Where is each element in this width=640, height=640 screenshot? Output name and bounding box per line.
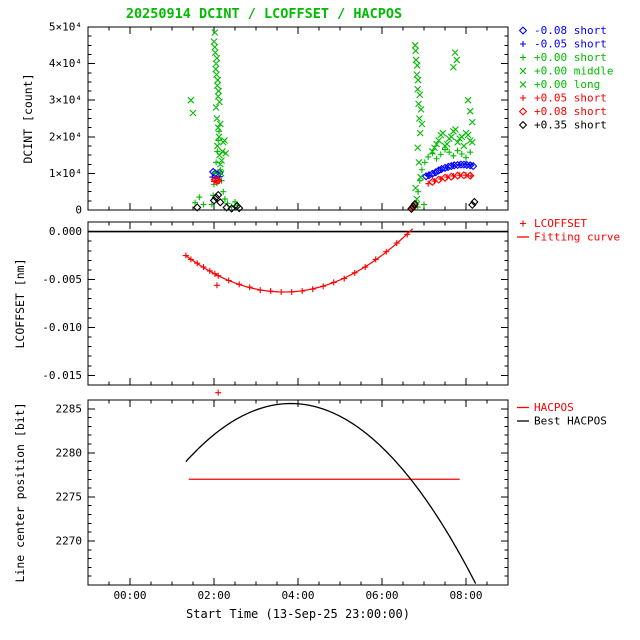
- panel-dcint: 0 1×10⁴ 2×10⁴ 3×10⁴ 4×10⁴ 5×10⁴ -0.08 short-0.…: [49, 21, 614, 217]
- hacpos-y-axis-label: Line center position [bit]: [13, 402, 27, 582]
- x-tick-label: 08:00: [449, 589, 482, 602]
- legend-hacpos-best-hacpos: Best HACPOS: [517, 415, 607, 428]
- legend-cross-icon: [519, 67, 527, 75]
- legend-hacpos-hacpos: HACPOS: [517, 401, 574, 414]
- dcint-y-axis-label: DCINT [count]: [21, 73, 35, 163]
- series-6-0-08-short: [210, 171, 475, 212]
- panel-lcoffset-frame: [87, 221, 509, 386]
- legend-label: +0.08 short: [534, 105, 607, 118]
- legend-label: Fitting curve: [534, 231, 620, 244]
- lcoffset-points: [182, 231, 411, 396]
- x-tick-label: 06:00: [365, 589, 398, 602]
- y-tick-label-lcoffset: 0.000: [49, 225, 82, 238]
- panel-hacpos-ticks: [87, 399, 509, 586]
- y-tick-label-hacpos: 2275: [56, 490, 83, 503]
- legend-dcint-0-35-short: +0.35 short: [518, 119, 607, 132]
- y-tick-label-dcint: 1×10⁴: [49, 167, 82, 180]
- legend-dcint-0-08-short: -0.08 short: [518, 24, 607, 37]
- legend-diamond-icon: [518, 107, 528, 116]
- legend-lcoffset-fitting-curve: Fitting curve: [517, 231, 620, 244]
- legend-plus-icon: [520, 220, 526, 227]
- y-tick-label-hacpos: 2285: [56, 402, 83, 415]
- chart-title: 20250914 DCINT / LCOFFSET / HACPOS: [126, 6, 402, 22]
- legend-label: LCOFFSET: [534, 217, 587, 230]
- fitting-curve: [185, 228, 414, 293]
- panel-dcint-ticks: [87, 26, 509, 211]
- legend-label: HACPOS: [534, 401, 574, 414]
- y-tick-label-hacpos: 2280: [56, 446, 83, 459]
- x-axis-label: Start Time (13-Sep-25 23:00:00): [186, 607, 410, 621]
- x-tick-label: 02:00: [197, 589, 230, 602]
- legend-dcint-0-05-short: +0.05 short: [520, 92, 607, 105]
- legend-dcint-0-05-short: -0.05 short: [520, 38, 607, 51]
- panel-lcoffset-ticks: [87, 221, 509, 386]
- legend-dcint-0-00-short: +0.00 short: [520, 51, 607, 64]
- legend-dcint-0-00-middle: +0.00 middle: [519, 65, 613, 78]
- series-0-0-08-short: [208, 160, 478, 181]
- series-7-0-35-short: [193, 190, 479, 214]
- legend-diamond-icon: [518, 120, 528, 130]
- y-tick-label-lcoffset: -0.015: [42, 369, 82, 382]
- legend-label: +0.35 short: [534, 119, 607, 132]
- legend-label: -0.05 short: [534, 38, 607, 51]
- legend-plus-icon: [520, 54, 526, 61]
- y-tick-label-dcint: 4×10⁴: [49, 57, 82, 70]
- series-4-0-00-long: [211, 43, 476, 164]
- x-tick-label: 00:00: [113, 589, 146, 602]
- legend-plus-icon: [520, 95, 526, 101]
- legend-cross-icon: [519, 81, 527, 88]
- best-hacpos-curve: [185, 402, 477, 584]
- y-tick-label-dcint: 5×10⁴: [49, 21, 82, 34]
- legend-dcint-0-08-short: +0.08 short: [518, 105, 607, 118]
- legend-label: -0.08 short: [534, 24, 607, 37]
- legend-label: +0.00 long: [534, 78, 600, 91]
- legend-label: +0.00 middle: [534, 65, 613, 78]
- legend-dcint-0-00-long: +0.00 long: [519, 78, 600, 91]
- panel-dcint-frame: [87, 26, 509, 211]
- panel-hacpos-frame: [87, 399, 509, 586]
- y-tick-label-hacpos: 2270: [56, 534, 83, 547]
- y-tick-label-dcint: 0: [75, 204, 82, 217]
- series-2-0-00-short: [192, 128, 474, 211]
- legend-label: +0.00 short: [534, 51, 607, 64]
- legend-lcoffset-lcoffset: LCOFFSET: [520, 217, 587, 230]
- legend-plus-icon: [520, 41, 526, 47]
- legend-diamond-icon: [518, 26, 528, 35]
- y-tick-label-dcint: 2×10⁴: [49, 130, 82, 143]
- legend-label: Best HACPOS: [534, 415, 607, 428]
- lcoffset-y-axis-label: LCOFFSET [nm]: [13, 258, 27, 348]
- y-tick-label-lcoffset: -0.010: [42, 321, 82, 334]
- y-tick-label-dcint: 3×10⁴: [49, 94, 82, 107]
- y-tick-label-lcoffset: -0.005: [42, 273, 82, 286]
- legend-label: +0.05 short: [534, 92, 607, 105]
- x-tick-label: 04:00: [281, 589, 314, 602]
